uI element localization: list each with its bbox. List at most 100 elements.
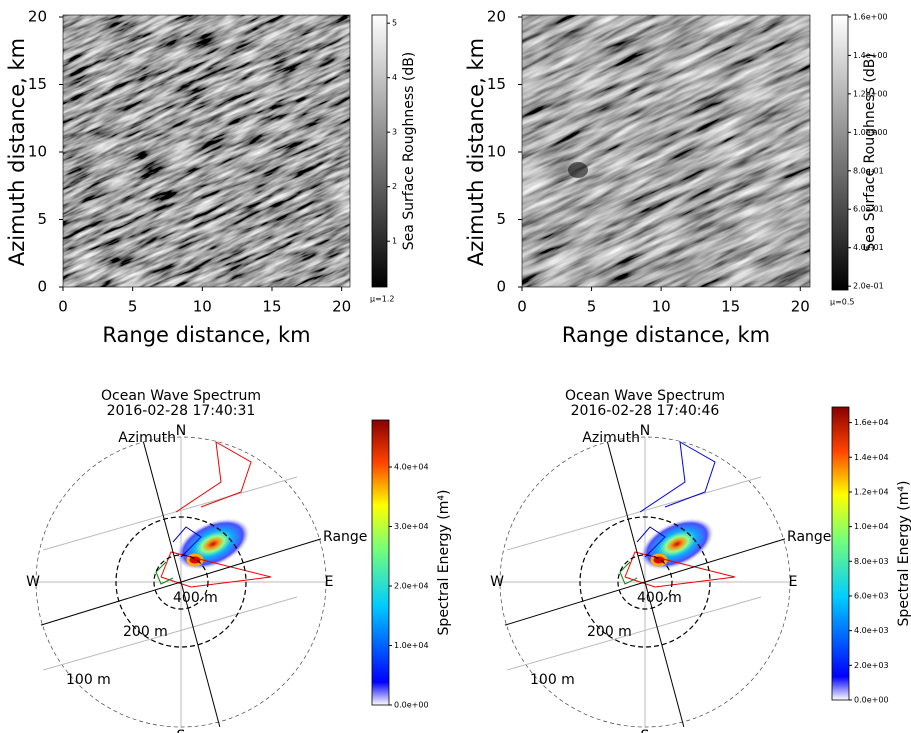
- y-tick-label: 20: [487, 8, 506, 26]
- contour: [624, 551, 736, 588]
- chart-subtitle: 2016-02-28 17:40:31: [107, 403, 256, 419]
- contour: [639, 441, 716, 513]
- y-tick-label: 5: [496, 210, 506, 228]
- y-tick-label: 20: [28, 8, 47, 26]
- colorbar-tick-label: 1.6e+00: [853, 12, 888, 21]
- direction-label: W: [490, 574, 504, 590]
- colorbar-tick-label: 1.6e+04: [854, 418, 889, 427]
- direction-label: E: [789, 574, 798, 590]
- x-tick-label: 5: [128, 298, 138, 316]
- colorbar-tick-label: 3: [392, 128, 397, 137]
- colorbar-tick-label: 0.0e+00: [394, 701, 429, 710]
- colorbar-tick-label: 1.4e+00: [853, 51, 888, 60]
- colorbar-tick-label: 2.0e+04: [394, 582, 429, 591]
- axis-label: Azimuth: [582, 430, 640, 446]
- colorbar: [371, 419, 390, 706]
- y-tick-label: 5: [37, 210, 47, 228]
- chart-title: Ocean Wave Spectrum: [565, 388, 725, 404]
- colorbar-tick-label: 4.0e-01: [853, 243, 884, 252]
- colorbar-note: μ=0.5: [830, 298, 855, 307]
- axis-label: Azimuth: [118, 430, 176, 446]
- colorbar-tick-label: 0.0e+00: [854, 696, 889, 705]
- x-tick-label: 20: [332, 298, 351, 316]
- x-axis-label: Range distance, km: [562, 323, 770, 347]
- direction-label: S: [177, 728, 186, 733]
- y-axis-label: Azimuth distance, km: [5, 38, 29, 266]
- ring: [579, 516, 711, 648]
- colorbar-label: Spectral Energy (m⁴): [896, 481, 911, 627]
- plot-frame: [62, 14, 351, 288]
- y-tick-label: 0: [496, 278, 506, 296]
- colorbar-tick-label: 1.2e+00: [853, 89, 888, 98]
- x-tick-label: 15: [721, 298, 740, 316]
- ring-label: 400 m: [637, 590, 682, 606]
- colorbar: [371, 14, 388, 288]
- chart-title: Ocean Wave Spectrum: [101, 388, 261, 404]
- colorbar-tick-label: 6.0e+03: [854, 591, 889, 600]
- ring-label: 400 m: [173, 590, 218, 606]
- colorbar-tick-label: 1.0e+00: [853, 128, 888, 137]
- colorbar-tick-label: 4.0e+03: [854, 626, 889, 635]
- range-axis: [504, 538, 786, 626]
- ring-label: 200 m: [123, 624, 168, 640]
- colorbar-tick-label: 8.0e-01: [853, 166, 884, 175]
- colorbar-label: Sea Surface Roughness (dB): [862, 53, 878, 252]
- direction-label: N: [640, 423, 650, 439]
- y-tick-label: 10: [28, 143, 47, 161]
- contour: [172, 526, 202, 558]
- y-tick-label: 15: [28, 75, 47, 93]
- ring-label: 100 m: [66, 672, 111, 688]
- grid-line: [43, 476, 298, 551]
- grid-line: [507, 596, 762, 671]
- grid-line: [507, 476, 762, 551]
- x-tick-label: 0: [58, 298, 68, 316]
- contour: [160, 551, 272, 588]
- colorbar-label: Sea Surface Roughness (dB): [401, 52, 417, 251]
- y-tick-label: 15: [487, 75, 506, 93]
- contour: [155, 561, 174, 585]
- colorbar-tick-label: 8.0e+03: [854, 557, 889, 566]
- ring: [115, 516, 247, 648]
- range-axis: [40, 538, 322, 626]
- y-axis-label: Azimuth distance, km: [464, 38, 488, 266]
- y-tick-label: 10: [487, 143, 506, 161]
- x-axis-label: Range distance, km: [102, 323, 310, 347]
- ring-label: 200 m: [587, 624, 632, 640]
- colorbar-tick-label: 1.0e+04: [854, 522, 889, 531]
- direction-label: E: [325, 574, 334, 590]
- colorbar-tick-label: 1.4e+04: [854, 453, 889, 462]
- sar-image: [63, 15, 350, 287]
- colorbar-tick-label: 2.0e-01: [853, 282, 884, 291]
- colorbar-label: Spectral Energy (m⁴): [436, 490, 452, 636]
- x-tick-label: 15: [262, 298, 281, 316]
- grid-line: [43, 596, 298, 671]
- colorbar-tick-label: 3.0e+04: [394, 522, 429, 531]
- ring: [617, 554, 673, 610]
- colorbar-tick-label: 1: [392, 237, 397, 246]
- y-tick-label: 0: [37, 278, 47, 296]
- plot-frame: [521, 14, 811, 288]
- azimuth-axis: [142, 441, 221, 728]
- contour: [619, 561, 638, 585]
- contour: [636, 526, 666, 558]
- direction-label: N: [176, 423, 186, 439]
- axis-label: Range: [323, 529, 367, 545]
- colorbar-note: μ=1.2: [370, 295, 395, 304]
- x-tick-label: 20: [791, 298, 810, 316]
- direction-label: S: [641, 728, 650, 733]
- chart-subtitle: 2016-02-28 17:40:46: [571, 403, 720, 419]
- x-tick-label: 5: [587, 298, 597, 316]
- colorbar-tick-label: 2.0e+03: [854, 661, 889, 670]
- colorbar-tick-label: 2: [392, 182, 397, 191]
- ring: [153, 554, 209, 610]
- colorbar: [831, 14, 849, 291]
- azimuth-axis: [606, 441, 685, 728]
- sar-image: [522, 15, 810, 287]
- colorbar-tick-label: 1.2e+04: [854, 487, 889, 496]
- colorbar-tick-label: 6.0e-01: [853, 205, 884, 214]
- colorbar-tick-label: 4.0e+04: [394, 463, 429, 472]
- colorbar: [831, 406, 850, 701]
- x-tick-label: 10: [652, 298, 671, 316]
